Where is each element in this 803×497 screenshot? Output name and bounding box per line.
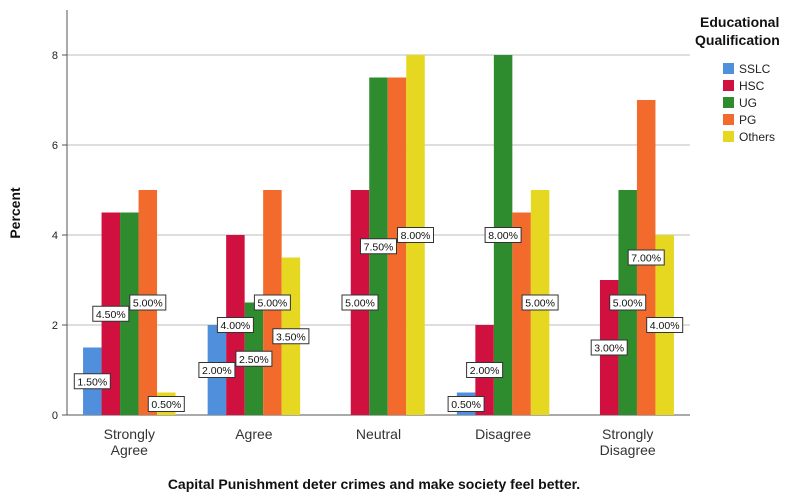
data-label-text: 1.50% <box>77 376 107 388</box>
data-label: 8.00% <box>484 227 522 243</box>
data-label-box <box>484 227 522 243</box>
data-label: 5.00% <box>521 294 559 311</box>
data-label-text: 4.50% <box>96 309 126 321</box>
data-label: 7.00% <box>627 249 665 266</box>
legend-swatch <box>723 97 734 108</box>
data-label-box <box>466 362 504 378</box>
data-label-box <box>235 350 273 367</box>
y-tick-label: 4 <box>52 230 58 242</box>
data-label: 2.00% <box>466 362 504 378</box>
y-tick-label: 2 <box>52 320 58 332</box>
y-axis-title: Percent <box>7 187 23 239</box>
data-label-box <box>627 249 665 266</box>
data-label-text: 5.00% <box>345 298 375 310</box>
data-label: 5.00% <box>253 294 291 311</box>
data-label-box <box>198 362 236 378</box>
data-label-box <box>646 317 684 333</box>
data-label-text: 0.50% <box>151 399 181 411</box>
legend-swatch <box>723 131 734 142</box>
data-label-box <box>129 294 167 311</box>
data-label: 0.50% <box>447 396 485 412</box>
data-label-box <box>609 294 647 311</box>
data-label-text: 7.00% <box>631 253 661 265</box>
data-label: 7.50% <box>360 238 397 255</box>
legend-label: SSLC <box>739 62 771 76</box>
legend-swatch <box>723 114 734 125</box>
data-label-text: 2.50% <box>239 354 269 366</box>
data-label: 4.00% <box>216 317 254 333</box>
data-label-text: 5.00% <box>613 298 643 310</box>
data-label-text: 8.00% <box>488 230 518 242</box>
data-label-box <box>341 294 379 311</box>
data-label-text: 7.50% <box>364 241 394 253</box>
y-tick-label: 6 <box>52 140 58 152</box>
legend: Educational Qualification SSLC HSC UG PG Other… <box>695 14 780 144</box>
legend-label: Others <box>739 130 775 144</box>
data-label: 8.00% <box>397 227 434 243</box>
data-label-text: 8.00% <box>401 230 431 242</box>
legend-label: HSC <box>739 79 765 93</box>
data-label: 4.00% <box>646 317 684 333</box>
data-labels: 1.50% 4.50% 5.00% 0.50% 2.00% 4.00% 2.50% 5.00%… <box>73 227 684 412</box>
x-axis-title: Capital Punishment deter crimes and make… <box>168 476 580 492</box>
y-tick-label: 8 <box>52 50 58 62</box>
data-label-box <box>360 238 397 255</box>
data-label: 3.00% <box>590 339 628 356</box>
x-tick-label: Disagree <box>475 426 531 442</box>
data-label-box <box>590 339 628 356</box>
y-tick-label: 0 <box>52 410 58 422</box>
data-label-box <box>397 227 434 243</box>
data-label-text: 5.00% <box>525 298 555 310</box>
data-label: 2.50% <box>235 350 273 367</box>
legend-label: UG <box>739 96 757 110</box>
axes: 0 2 4 6 8 Strongly Agree Agree Neutral Disagree St… <box>52 10 690 458</box>
legend-label: PG <box>739 113 756 127</box>
data-label: 5.00% <box>129 294 167 311</box>
data-label: 2.00% <box>198 362 236 378</box>
data-label-text: 3.00% <box>594 343 624 355</box>
x-tick-label: Neutral <box>356 426 401 442</box>
data-label-text: 4.00% <box>650 320 680 332</box>
data-label-box <box>447 396 485 412</box>
data-label-box <box>92 305 130 322</box>
data-label: 1.50% <box>73 373 111 390</box>
legend-swatch <box>723 80 734 91</box>
data-label-box <box>147 396 185 412</box>
data-label-box <box>521 294 559 311</box>
data-label-text: 4.00% <box>221 320 251 332</box>
data-label: 4.50% <box>92 305 130 322</box>
data-label-box <box>216 317 254 333</box>
data-label: 5.00% <box>609 294 647 311</box>
data-label: 0.50% <box>147 396 185 412</box>
bar <box>512 212 531 415</box>
data-label-text: 2.00% <box>202 365 232 377</box>
data-label-text: 0.50% <box>451 399 481 411</box>
x-tick-label: Strongly Agree <box>104 426 155 458</box>
data-label-text: 2.00% <box>470 365 500 377</box>
x-tick-label: Strongly Disagree <box>600 426 656 458</box>
legend-title: Educational Qualification <box>695 14 780 48</box>
data-label-text: 5.00% <box>258 298 288 310</box>
data-label: 5.00% <box>341 294 379 311</box>
data-label: 3.50% <box>272 328 310 345</box>
legend-swatch <box>723 63 734 74</box>
data-label-box <box>73 373 111 390</box>
x-tick-label: Agree <box>235 426 273 442</box>
data-label-text: 5.00% <box>133 298 163 310</box>
data-label-text: 3.50% <box>276 331 306 343</box>
data-label-box <box>272 328 310 345</box>
data-label-box <box>253 294 291 311</box>
